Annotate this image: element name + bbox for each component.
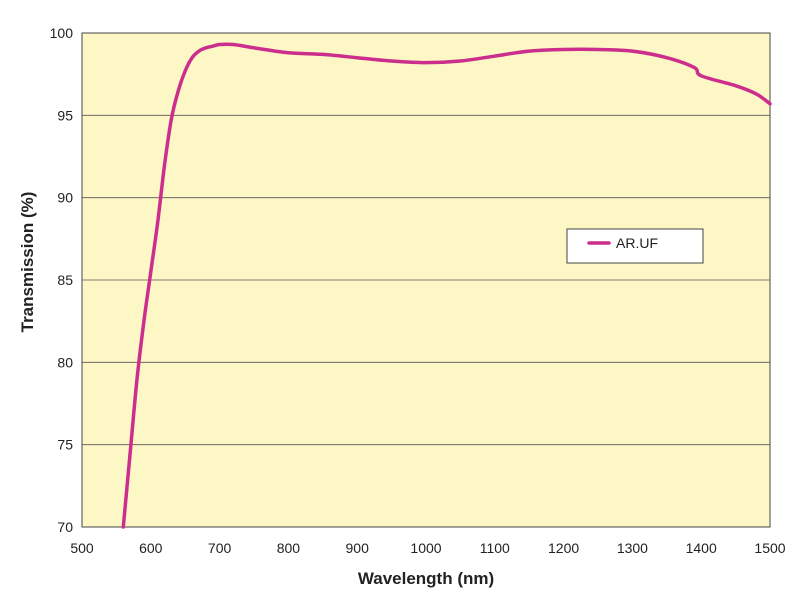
x-tick-label: 800 [277,540,301,556]
y-tick-label: 90 [57,190,73,206]
x-tick-label: 1400 [686,540,717,556]
legend-box [566,228,704,264]
x-tick-label: 1000 [410,540,441,556]
y-tick-label: 95 [57,107,73,123]
x-tick-label: 500 [70,540,94,556]
legend: AR.UF [566,228,704,264]
y-tick-label: 75 [57,437,73,453]
x-tick-label: 1200 [548,540,579,556]
y-tick-label: 85 [57,272,73,288]
y-tick-label: 70 [57,519,73,535]
grid-lines [82,114,770,446]
x-tick-label: 1300 [617,540,648,556]
series-line-0 [121,42,772,529]
x-tick-label: 1500 [754,540,785,556]
x-tick-labels: 500 600 700 800 900 1000 1100 1200 1300 1400 1500 [70,540,785,556]
y-axis-title: Transmission (%) [18,192,37,333]
x-axis-title: Wavelength (nm) [358,569,494,588]
x-tick-label: 600 [139,540,163,556]
y-tick-label: 100 [50,25,74,41]
series-layer [121,42,772,529]
x-tick-label: 1100 [480,540,510,556]
legend-label-ar-uf: AR.UF [616,235,658,251]
x-tick-label: 700 [208,540,232,556]
y-tick-label: 80 [57,354,73,370]
y-tick-labels: 70 75 80 85 90 95 100 [50,25,74,535]
x-tick-label: 900 [346,540,370,556]
